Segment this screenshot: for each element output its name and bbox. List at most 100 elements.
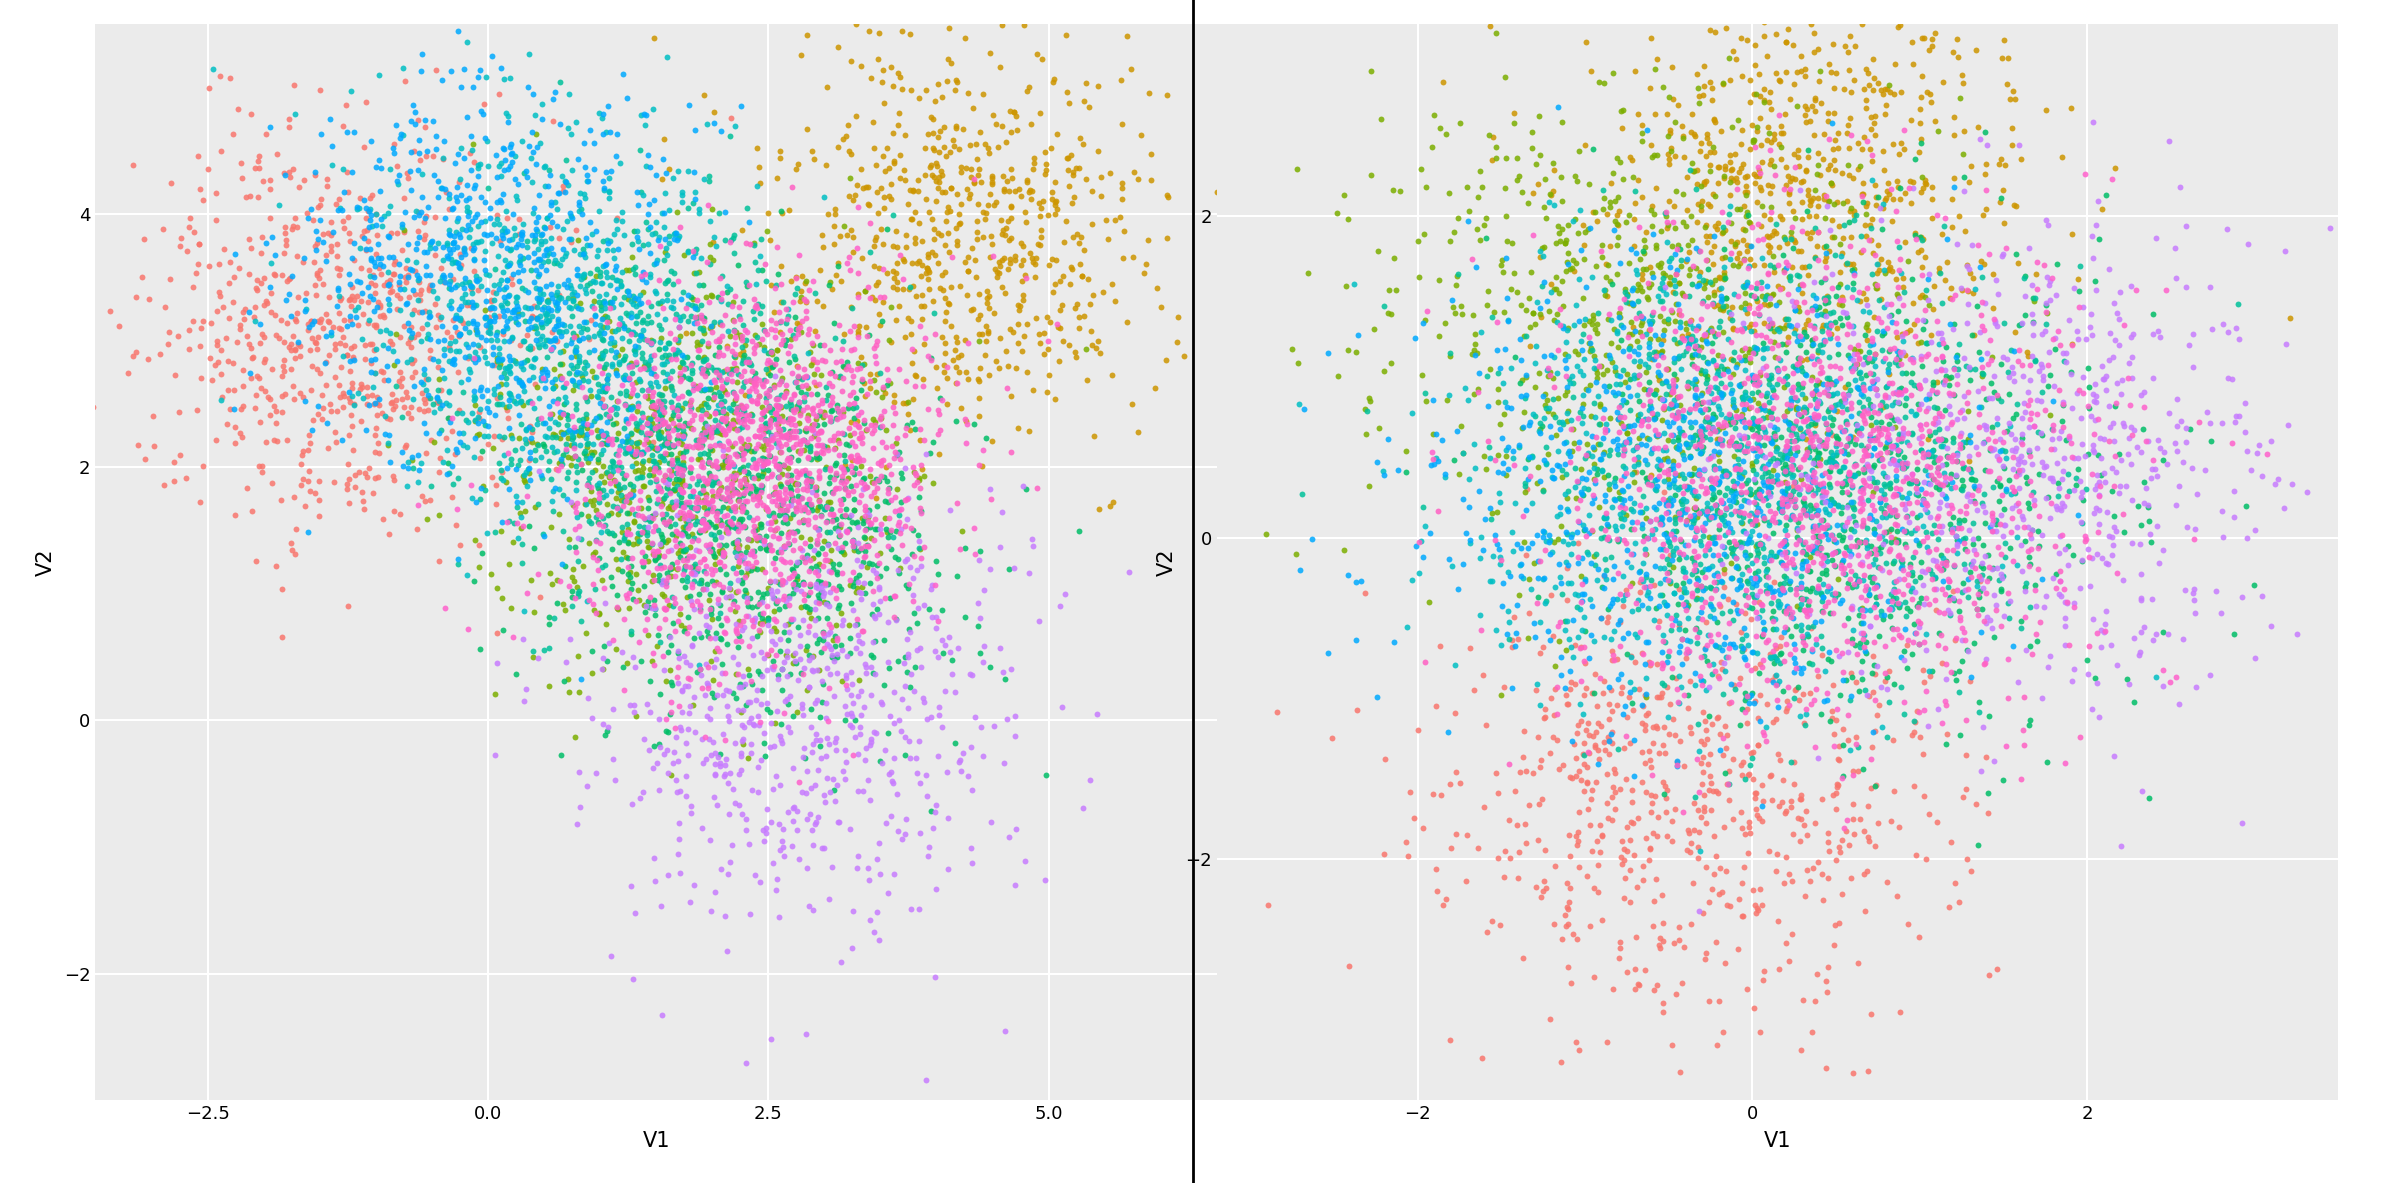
- Point: [1995, 459, 2033, 478]
- Point: [117, 342, 155, 361]
- Point: [391, 162, 429, 181]
- Point: [1680, 742, 1718, 761]
- Point: [356, 395, 394, 414]
- Point: [709, 578, 747, 597]
- Point: [1546, 350, 1584, 369]
- Point: [1651, 384, 1689, 403]
- Point: [1766, 508, 1804, 526]
- Point: [1033, 283, 1071, 302]
- Point: [826, 505, 864, 524]
- Point: [1727, 686, 1766, 705]
- Point: [1706, 157, 1744, 176]
- Point: [2145, 541, 2183, 560]
- Point: [673, 563, 711, 582]
- Point: [596, 489, 635, 508]
- Point: [1644, 736, 1682, 755]
- Point: [756, 634, 795, 653]
- Point: [1792, 500, 1830, 519]
- Point: [976, 716, 1014, 735]
- Point: [778, 653, 816, 672]
- Point: [1584, 671, 1622, 690]
- Point: [1794, 991, 1832, 1010]
- Point: [1713, 393, 1751, 412]
- Point: [711, 500, 749, 519]
- Point: [735, 325, 773, 344]
- Point: [1603, 592, 1642, 610]
- Point: [1995, 408, 2033, 427]
- Point: [1854, 244, 1892, 263]
- Point: [1894, 548, 1933, 567]
- Point: [1553, 419, 1591, 438]
- Point: [644, 299, 682, 318]
- Point: [606, 529, 644, 548]
- Point: [721, 675, 759, 694]
- Point: [871, 455, 909, 474]
- Point: [704, 402, 742, 421]
- Point: [909, 270, 947, 289]
- Point: [1596, 211, 1634, 230]
- Point: [1902, 349, 1940, 368]
- Point: [513, 424, 551, 442]
- Point: [721, 552, 759, 571]
- Point: [546, 416, 585, 435]
- Point: [1866, 490, 1904, 509]
- Point: [1766, 873, 1804, 892]
- Point: [620, 468, 659, 487]
- Point: [773, 541, 811, 560]
- Point: [940, 214, 978, 233]
- Point: [1699, 567, 1737, 586]
- Point: [1673, 510, 1711, 529]
- Point: [706, 408, 744, 427]
- Point: [1723, 428, 1761, 447]
- Point: [730, 235, 768, 254]
- Point: [353, 251, 391, 270]
- Point: [446, 238, 484, 257]
- Point: [885, 745, 923, 764]
- Point: [639, 429, 678, 448]
- Point: [725, 345, 764, 364]
- Point: [618, 461, 656, 480]
- Point: [1926, 271, 1964, 290]
- Point: [1584, 180, 1622, 199]
- Point: [630, 157, 668, 176]
- Point: [1739, 193, 1778, 212]
- Point: [1794, 517, 1832, 536]
- Point: [184, 311, 222, 330]
- Point: [1835, 465, 1873, 484]
- Point: [764, 406, 802, 425]
- Point: [451, 202, 489, 221]
- Point: [754, 375, 792, 394]
- Point: [1830, 202, 1868, 221]
- Point: [391, 329, 429, 348]
- Point: [477, 209, 515, 228]
- Point: [1529, 401, 1568, 420]
- Point: [1019, 479, 1057, 498]
- Point: [871, 464, 909, 483]
- Point: [1720, 535, 1758, 554]
- Point: [647, 672, 685, 691]
- Point: [1727, 206, 1766, 225]
- Point: [1770, 752, 1809, 771]
- Point: [861, 179, 900, 198]
- Point: [310, 312, 348, 331]
- Point: [878, 446, 916, 465]
- Point: [1439, 580, 1477, 599]
- Point: [544, 250, 582, 269]
- Point: [1821, 263, 1859, 282]
- Point: [463, 543, 501, 562]
- Point: [449, 207, 487, 226]
- Point: [1763, 123, 1801, 142]
- Point: [530, 176, 568, 195]
- Point: [260, 195, 298, 214]
- Point: [1823, 556, 1861, 575]
- Point: [1782, 284, 1821, 303]
- Point: [628, 426, 666, 445]
- Point: [1861, 395, 1899, 414]
- Point: [1723, 468, 1761, 487]
- Point: [778, 373, 816, 392]
- Point: [1735, 470, 1773, 489]
- Point: [620, 414, 659, 433]
- Point: [835, 541, 873, 560]
- Point: [1852, 573, 1890, 592]
- Point: [480, 214, 518, 233]
